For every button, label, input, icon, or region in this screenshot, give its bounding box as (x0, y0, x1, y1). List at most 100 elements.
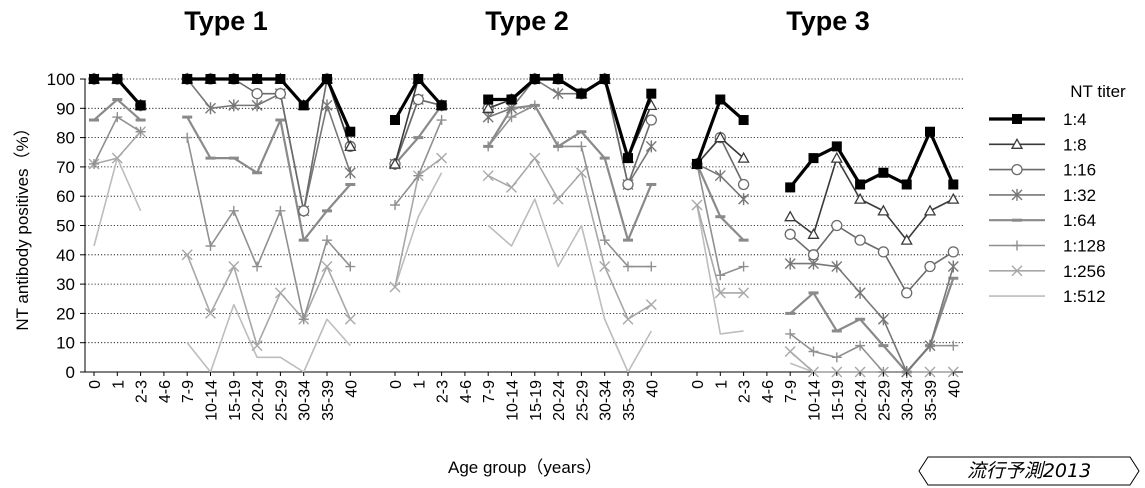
data-point (901, 287, 913, 299)
data-point (344, 140, 357, 152)
data-point (947, 260, 959, 273)
series-line (696, 204, 744, 335)
data-point (831, 219, 843, 232)
series-line (186, 254, 352, 347)
data-point (412, 93, 424, 106)
x-tick-label: 15-19 (227, 380, 244, 421)
data-point (623, 153, 633, 164)
data-point (807, 227, 820, 239)
data-point (715, 94, 726, 105)
data-point (785, 328, 796, 339)
y-tick-label: 40 (56, 246, 75, 265)
data-point (715, 270, 726, 281)
data-point (322, 74, 332, 84)
data-point (645, 299, 657, 311)
data-point (251, 88, 263, 100)
data-point (228, 205, 239, 216)
series-line (186, 137, 351, 321)
data-point (111, 152, 123, 164)
data-point (182, 74, 193, 84)
legend-item: 1:512 (989, 287, 1106, 306)
legend-item: 1:32 (989, 186, 1096, 205)
legend-item: 1:64 (989, 211, 1096, 230)
data-point (298, 205, 310, 217)
x-tick-label: 4-6 (458, 380, 475, 403)
data-point (784, 210, 797, 222)
data-point (924, 260, 936, 273)
x-tick-label: 2-3 (134, 380, 151, 403)
series-line (790, 262, 955, 373)
series-1-128 (390, 100, 657, 272)
data-point (89, 74, 99, 84)
data-point (808, 153, 819, 164)
data-point (228, 261, 240, 273)
data-point (228, 99, 240, 112)
data-point (855, 179, 866, 190)
data-point (599, 74, 610, 84)
legend-label: 1:64 (1063, 211, 1096, 230)
legend-item: 1:256 (989, 262, 1106, 281)
y-axis-ticks: 0 10 20 30 40 50 60 70 80 90 100 (47, 70, 85, 382)
x-tick-label: 35-39 (923, 380, 940, 421)
x-tick-label: 35-39 (320, 380, 337, 421)
data-point (808, 346, 819, 357)
data-point (413, 170, 424, 181)
series-line (93, 157, 142, 247)
data-point (390, 115, 400, 126)
series-lines (87, 72, 960, 378)
data-point (228, 74, 239, 84)
data-point (344, 313, 356, 325)
data-point (901, 179, 912, 190)
data-point (251, 99, 263, 112)
data-point (345, 126, 356, 137)
series-line (186, 116, 352, 242)
data-point (831, 141, 842, 152)
data-point (1010, 137, 1024, 149)
panel-title: Type 1 (184, 6, 268, 36)
data-point (646, 261, 657, 272)
data-point (576, 88, 587, 99)
data-point (646, 88, 657, 99)
y-tick-label: 50 (56, 217, 75, 236)
legend-item: 1:8 (989, 135, 1087, 154)
data-point (853, 192, 867, 204)
data-point (737, 151, 750, 163)
series-1-8 (690, 131, 960, 245)
data-point (877, 246, 890, 258)
x-tick-label: 7-9 (783, 380, 800, 403)
data-point (298, 314, 309, 325)
x-tick-label: 0 (690, 380, 707, 389)
data-point (1011, 188, 1023, 201)
y-tick-label: 30 (56, 275, 75, 294)
data-point (274, 88, 287, 100)
data-point (135, 100, 146, 111)
data-point (784, 228, 796, 240)
series-1-4 (89, 74, 356, 137)
x-tick-label: 15-19 (830, 380, 847, 421)
x-axis-label: Age group（years） (448, 458, 602, 477)
data-point (738, 115, 749, 126)
x-tick-label: 15-19 (528, 380, 545, 421)
panel-title: Type 3 (786, 6, 870, 36)
data-point (436, 152, 448, 164)
data-point (251, 340, 263, 352)
data-point (923, 204, 937, 216)
x-tick-label: 40 (644, 380, 661, 398)
series-1-256 (691, 199, 959, 378)
x-tick-label: 4-6 (760, 380, 777, 403)
watermark-text: 流行予測2013 (966, 460, 1092, 482)
data-point (576, 141, 587, 152)
data-point (948, 179, 959, 190)
y-tick-label: 0 (66, 363, 75, 382)
data-point (622, 313, 634, 325)
data-point (1011, 163, 1023, 176)
data-point (878, 167, 889, 178)
data-point (784, 257, 796, 270)
y-tick-label: 100 (47, 70, 75, 89)
x-tick-label: 2-3 (737, 380, 754, 403)
x-tick-label: 40 (946, 380, 963, 398)
series-line (394, 78, 443, 165)
series-1-32 (691, 157, 959, 378)
legend-label: 1:4 (1063, 110, 1087, 129)
